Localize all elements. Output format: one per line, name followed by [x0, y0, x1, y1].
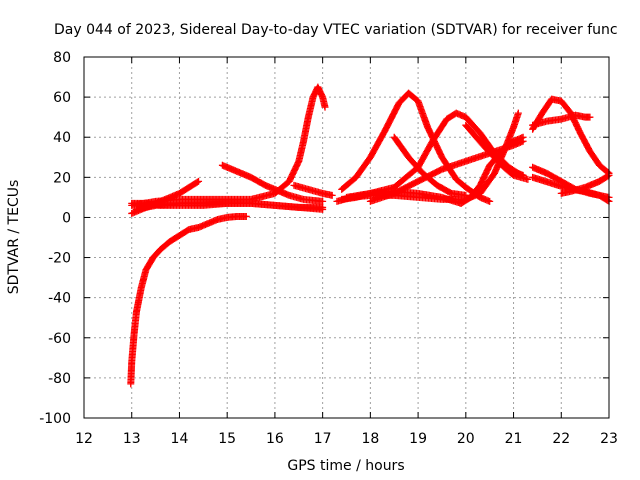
y-tick-label: 80	[53, 50, 71, 66]
y-tick-label: 20	[53, 170, 71, 186]
x-tick-label: 12	[75, 431, 93, 447]
x-axis-title: GPS time / hours	[287, 458, 404, 474]
x-tick-label: 18	[361, 431, 379, 447]
data-point	[604, 172, 612, 180]
series-arc-14	[390, 133, 470, 199]
y-tick-label: -80	[48, 371, 71, 387]
chart-title: Day 044 of 2023, Sidereal Day-to-day VTE…	[54, 22, 618, 38]
x-tick-label: 15	[218, 431, 236, 447]
data-point	[462, 191, 470, 199]
x-tick-label: 19	[409, 431, 427, 447]
x-tick-label: 17	[314, 431, 332, 447]
y-tick-label: 40	[53, 130, 71, 146]
y-tick-label: -40	[48, 291, 71, 307]
series-arc-16	[529, 95, 613, 177]
data-point	[524, 175, 532, 183]
x-tick-label: 21	[505, 431, 523, 447]
data-point	[519, 133, 527, 141]
y-tick-label: -20	[48, 251, 71, 267]
series-arc-20	[557, 171, 613, 197]
y-axis: -100 -80 -60 -40 -20 0 20 40 60 80	[39, 50, 609, 427]
x-tick-label: 13	[123, 431, 141, 447]
y-tick-label: 0	[62, 210, 71, 226]
series-arc-6	[218, 161, 327, 205]
x-tick-label: 16	[266, 431, 284, 447]
series-arc-9	[338, 89, 494, 205]
y-tick-label: -60	[48, 331, 71, 347]
x-tick-label: 20	[457, 431, 475, 447]
data-point	[604, 197, 612, 205]
x-tick-label: 22	[552, 431, 570, 447]
data-point	[319, 197, 327, 205]
data-point	[486, 197, 494, 205]
y-tick-label: -100	[39, 411, 71, 427]
data-marks	[127, 83, 613, 388]
x-tick-label: 14	[171, 431, 189, 447]
y-axis-title: SDTVAR / TECUs	[6, 180, 22, 295]
x-tick-label: 23	[600, 431, 618, 447]
data-point	[193, 178, 201, 186]
data-point	[319, 205, 327, 213]
series-arc-4	[128, 83, 329, 209]
data-point	[242, 212, 250, 220]
data-point	[321, 103, 329, 111]
series-arc-15	[462, 121, 532, 183]
x-axis: 12 13 14 15 16 17 18 19 20 21 22 23	[75, 57, 618, 447]
series-arc-7	[290, 181, 336, 199]
data-point	[514, 109, 522, 117]
series-arc-17	[529, 111, 594, 129]
series-arc-5	[133, 199, 327, 213]
data-point	[586, 113, 594, 121]
series-arc-1	[127, 212, 250, 388]
plot-frame	[83, 56, 610, 419]
data-point	[328, 191, 336, 199]
data-point	[195, 177, 203, 185]
y-tick-label: 60	[53, 90, 71, 106]
grid	[84, 57, 609, 418]
